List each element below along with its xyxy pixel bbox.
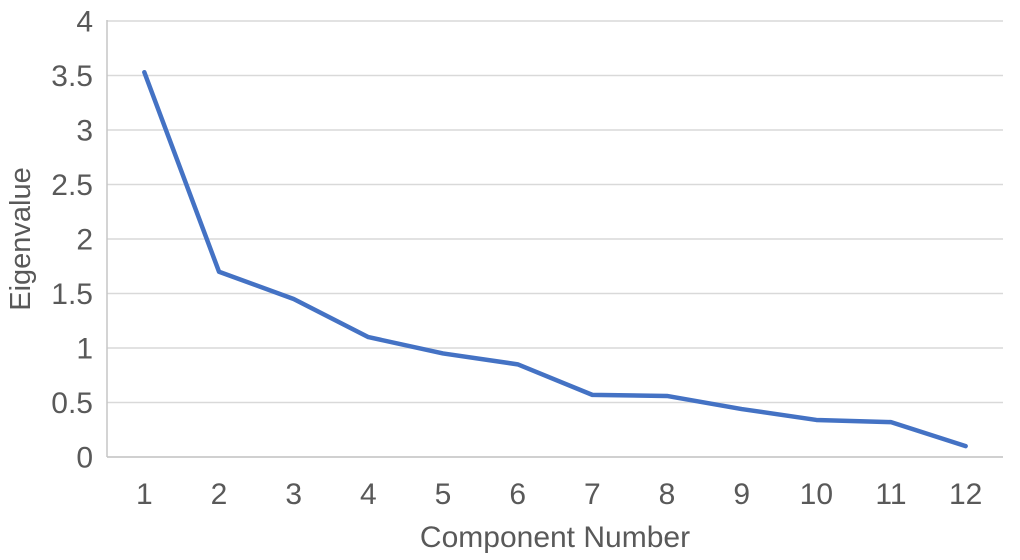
y-tick-label: 1 bbox=[76, 333, 93, 366]
x-tick-label: 10 bbox=[800, 478, 833, 511]
x-axis-title: Component Number bbox=[420, 521, 690, 554]
x-tick-label: 12 bbox=[949, 478, 982, 511]
x-tick-label: 11 bbox=[875, 478, 906, 511]
y-tick-label: 3.5 bbox=[51, 60, 93, 93]
y-axis-tick-labels: 0 0.5 1 1.5 2 2.5 3 3.5 4 bbox=[51, 6, 93, 475]
y-tick-label: 0.5 bbox=[51, 387, 93, 420]
x-axis-tick-labels: 1 2 3 4 5 6 7 8 9 10 11 12 bbox=[136, 478, 982, 511]
gridlines bbox=[107, 20, 1003, 458]
axis-lines bbox=[106, 20, 1003, 458]
x-tick-label: 8 bbox=[659, 478, 676, 511]
x-tick-label: 7 bbox=[584, 478, 601, 511]
y-tick-label: 1.5 bbox=[51, 278, 93, 311]
y-tick-label: 4 bbox=[76, 6, 93, 39]
y-tick-label: 2 bbox=[76, 224, 93, 257]
x-tick-label: 5 bbox=[435, 478, 452, 511]
y-axis-title: Eigenvalue bbox=[5, 167, 37, 311]
x-tick-label: 9 bbox=[733, 478, 750, 511]
y-tick-label: 2.5 bbox=[51, 169, 93, 202]
x-tick-label: 4 bbox=[360, 478, 377, 511]
x-tick-label: 2 bbox=[211, 478, 228, 511]
x-tick-label: 6 bbox=[509, 478, 526, 511]
y-tick-label: 3 bbox=[76, 115, 93, 148]
y-tick-label: 0 bbox=[76, 442, 93, 475]
eigenvalue-line-series bbox=[142, 69, 968, 449]
x-tick-label: 1 bbox=[136, 478, 153, 511]
x-tick-label: 3 bbox=[285, 478, 302, 511]
